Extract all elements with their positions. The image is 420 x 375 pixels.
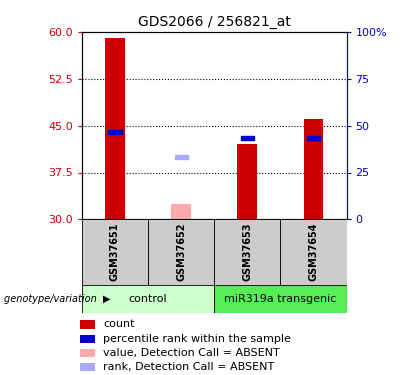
Bar bbox=[82, 219, 148, 285]
Bar bbox=[214, 285, 346, 313]
Text: control: control bbox=[129, 294, 167, 304]
Bar bbox=[304, 119, 323, 219]
Text: GSM37654: GSM37654 bbox=[308, 223, 318, 281]
Bar bbox=[241, 136, 254, 140]
Text: count: count bbox=[103, 320, 134, 329]
Title: GDS2066 / 256821_at: GDS2066 / 256821_at bbox=[138, 15, 291, 30]
Bar bbox=[175, 155, 188, 159]
Bar bbox=[214, 219, 281, 285]
Text: GSM37651: GSM37651 bbox=[110, 223, 120, 281]
Bar bbox=[171, 204, 191, 219]
Bar bbox=[237, 144, 257, 219]
Bar bbox=[148, 219, 214, 285]
Text: GSM37653: GSM37653 bbox=[242, 223, 252, 281]
Bar bbox=[307, 136, 320, 140]
Bar bbox=[105, 38, 125, 219]
Bar bbox=[82, 285, 214, 313]
Text: value, Detection Call = ABSENT: value, Detection Call = ABSENT bbox=[103, 348, 280, 358]
Text: rank, Detection Call = ABSENT: rank, Detection Call = ABSENT bbox=[103, 362, 274, 372]
Text: miR319a transgenic: miR319a transgenic bbox=[224, 294, 336, 304]
Text: genotype/variation  ▶: genotype/variation ▶ bbox=[4, 294, 111, 304]
Text: percentile rank within the sample: percentile rank within the sample bbox=[103, 334, 291, 344]
Bar bbox=[108, 130, 122, 134]
Bar bbox=[281, 219, 346, 285]
Text: GSM37652: GSM37652 bbox=[176, 223, 186, 281]
